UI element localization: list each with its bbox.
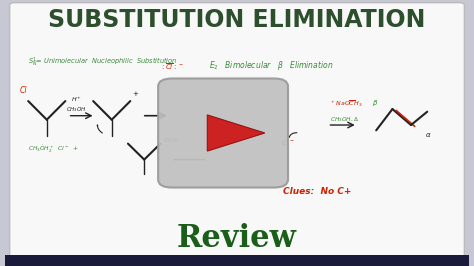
Text: $S_N^1$= Unimolecular  Nucleophilic  Substitution: $S_N^1$= Unimolecular Nucleophilic Subst…	[28, 56, 178, 69]
Text: Cl: Cl	[20, 86, 27, 95]
Text: $\mathregular{:}\overline{Cl}\mathregular{:}^-$: $\mathregular{:}\overline{Cl}\mathregula…	[160, 61, 184, 72]
Text: $CH_3\dot{O}H_2^+$  $Cl^-$  +: $CH_3\dot{O}H_2^+$ $Cl^-$ +	[28, 144, 79, 155]
Text: $CH_3OH, \Delta$: $CH_3OH, \Delta$	[330, 115, 359, 124]
Text: $OCH_3$: $OCH_3$	[163, 136, 179, 145]
FancyArrowPatch shape	[174, 159, 205, 160]
Text: $E_2$   Bimolecular   $\beta$   Elimination: $E_2$ Bimolecular $\beta$ Elimination	[209, 59, 334, 72]
FancyBboxPatch shape	[158, 78, 288, 188]
Text: $\beta$: $\beta$	[372, 98, 378, 108]
Text: SUBSTITUTION ELIMINATION: SUBSTITUTION ELIMINATION	[48, 8, 426, 32]
Text: +: +	[133, 91, 138, 97]
Text: $\alpha$: $\alpha$	[425, 131, 431, 139]
Text: $Cl^-$: $Cl^-$	[281, 138, 295, 147]
Text: Clues:  No C+: Clues: No C+	[283, 187, 352, 196]
Bar	[5, 255, 469, 266]
FancyArrowPatch shape	[289, 133, 297, 137]
Text: $CH_3OH$: $CH_3OH$	[66, 105, 87, 114]
Text: $\mathregular{^+}NaO\overline{C}H_3$: $\mathregular{^+}NaO\overline{C}H_3$	[330, 99, 362, 109]
Text: $H^+$: $H^+$	[72, 95, 82, 105]
FancyBboxPatch shape	[9, 3, 465, 263]
Text: Review: Review	[177, 223, 297, 255]
Polygon shape	[207, 115, 265, 151]
FancyArrowPatch shape	[97, 125, 102, 133]
